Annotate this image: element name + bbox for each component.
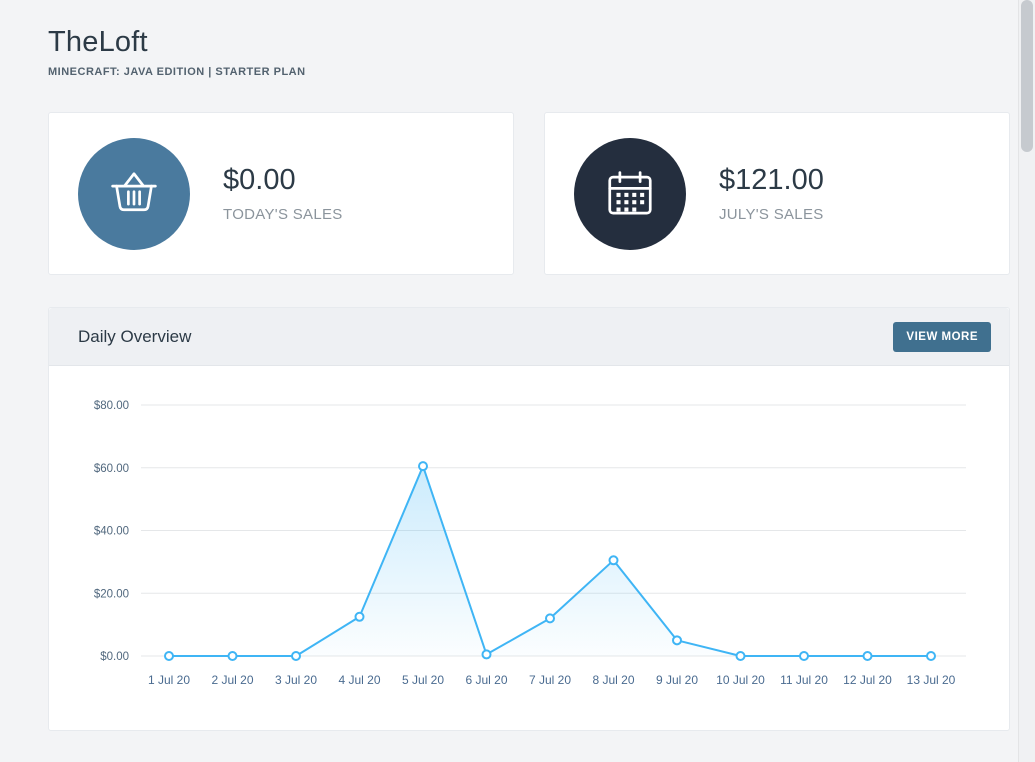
page-title: TheLoft	[48, 26, 148, 58]
svg-text:5 Jul 20: 5 Jul 20	[402, 673, 444, 687]
daily-overview-chart: $0.00 $20.00 $40.00 $60.00 $80.00 1 Jul 20 2 J…	[94, 400, 966, 687]
svg-text:12 Jul 20: 12 Jul 20	[843, 673, 892, 687]
svg-text:7 Jul 20: 7 Jul 20	[529, 673, 571, 687]
basket-icon-circle	[78, 137, 190, 250]
svg-text:$60.00: $60.00	[94, 463, 129, 475]
calendar-icon	[608, 170, 652, 214]
svg-text:2 Jul 20: 2 Jul 20	[211, 673, 253, 687]
scrollbar-thumb[interactable]	[1021, 0, 1033, 152]
svg-text:$0.00: $0.00	[100, 651, 129, 663]
daily-overview-panel: Daily Overview VIEW MORE $0.00 $20.00 $40.…	[48, 307, 1010, 731]
todays-sales-text: $0.00 TODAY'S SALES	[223, 164, 343, 223]
months-sales-label: JULY'S SALES	[719, 206, 824, 223]
billing-dashboard-page: TheLoft MINECRAFT: JAVA EDITION | STARTE…	[48, 26, 1010, 731]
panel-title: Daily Overview	[78, 326, 192, 346]
svg-text:9 Jul 20: 9 Jul 20	[656, 673, 698, 687]
calendar-icon-circle	[574, 137, 686, 250]
svg-text:13 Jul 20: 13 Jul 20	[907, 673, 956, 687]
server-header: TheLoft MINECRAFT: JAVA EDITION | STARTE…	[48, 26, 1010, 78]
page-subtitle: MINECRAFT: JAVA EDITION | STARTER PLAN	[48, 66, 306, 78]
todays-sales-label: TODAY'S SALES	[223, 206, 343, 223]
svg-text:$80.00: $80.00	[94, 400, 129, 412]
view-more-button[interactable]: VIEW MORE	[893, 321, 991, 352]
svg-text:1 Jul 20: 1 Jul 20	[148, 673, 190, 687]
todays-sales-card: $0.00 TODAY'S SALES	[48, 112, 514, 275]
daily-overview-panel-body: $0.00 $20.00 $40.00 $60.00 $80.00 1 Jul 20 2 J…	[49, 366, 1009, 730]
scrollbar[interactable]	[1018, 0, 1035, 762]
months-sales-amount: $121.00	[719, 164, 824, 196]
svg-text:$40.00: $40.00	[94, 526, 129, 538]
svg-text:$20.00: $20.00	[94, 588, 129, 600]
todays-sales-amount: $0.00	[223, 164, 296, 196]
daily-overview-panel-header: Daily Overview VIEW MORE	[49, 308, 1009, 366]
svg-text:3 Jul 20: 3 Jul 20	[275, 673, 317, 687]
svg-text:10 Jul 20: 10 Jul 20	[716, 673, 765, 687]
svg-text:6 Jul 20: 6 Jul 20	[465, 673, 507, 687]
stats-row: $0.00 TODAY'S SALES	[48, 112, 1010, 275]
months-sales-text: $121.00 JULY'S SALES	[719, 164, 824, 223]
svg-text:11 Jul 20: 11 Jul 20	[780, 673, 828, 687]
svg-text:8 Jul 20: 8 Jul 20	[592, 673, 634, 687]
svg-text:4 Jul 20: 4 Jul 20	[338, 673, 380, 687]
shopping-basket-icon	[111, 171, 157, 211]
months-sales-card: $121.00 JULY'S SALES	[544, 112, 1010, 275]
